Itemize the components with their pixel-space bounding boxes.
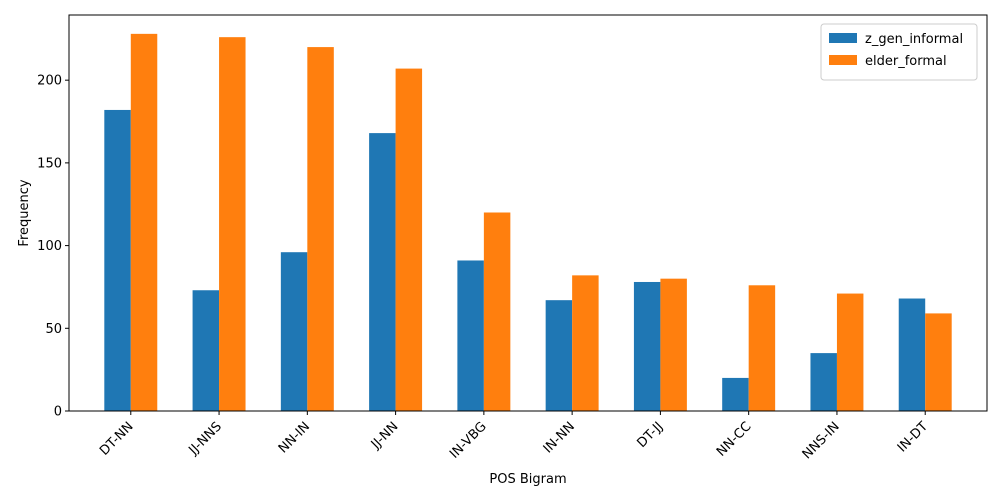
bar-z_gen_informal-JJ-NN	[369, 133, 396, 411]
x-tick-label: JJ-NN	[368, 419, 401, 452]
bar-elder_formal-JJ-NN	[395, 68, 423, 411]
x-tick-label: IN-NN	[541, 419, 578, 456]
x-tick-label: DT-NN	[97, 419, 137, 459]
bar-elder_formal-IN-DT	[925, 313, 952, 411]
bar-z_gen_informal-JJ-NNS	[192, 290, 220, 411]
x-tick-label: NN-IN	[276, 419, 313, 456]
legend-frame	[820, 23, 978, 81]
bar-z_gen_informal-NN-IN	[280, 252, 308, 411]
bar-z_gen_informal-IN-VBG	[457, 260, 484, 411]
legend-swatch-elder_formal	[829, 55, 857, 65]
x-tick-label: DT-JJ	[635, 419, 667, 451]
x-tick-label: NNS-IN	[800, 419, 843, 462]
y-tick-label: 0	[54, 405, 62, 420]
y-tick-label: 100	[37, 239, 62, 254]
bar-z_gen_informal-IN-NN	[545, 300, 573, 411]
bar-elder_formal-NNS-IN	[836, 293, 864, 411]
plot-frame	[68, 14, 988, 412]
bar-z_gen_informal-NN-CC	[722, 377, 749, 411]
bar-z_gen_informal-IN-DT	[898, 298, 926, 411]
legend-label-z_gen_informal: z_gen_informal	[865, 32, 963, 47]
bar-z_gen_informal-DT-NN	[104, 109, 131, 412]
y-axis-label: Frequency	[17, 179, 32, 246]
bar-z_gen_informal-DT-JJ	[633, 281, 661, 411]
bar-elder_formal-DT-NN	[130, 33, 158, 411]
legend-label-elder_formal: elder_formal	[865, 54, 947, 69]
y-tick-label: 150	[37, 156, 62, 171]
y-tick-label: 50	[45, 322, 62, 337]
y-tick-label: 200	[37, 74, 62, 89]
legend-swatch-z_gen_informal	[829, 33, 857, 43]
bar-elder_formal-NN-CC	[748, 285, 776, 411]
bar-elder_formal-NN-IN	[307, 47, 334, 412]
bar-elder_formal-IN-VBG	[483, 212, 511, 411]
x-axis-label: POS Bigram	[489, 472, 566, 487]
bar-z_gen_informal-NNS-IN	[810, 353, 837, 411]
x-tick-label: JJ-NNS	[186, 419, 225, 458]
bar-elder_formal-JJ-NNS	[219, 37, 246, 412]
x-tick-label: NN-CC	[714, 419, 755, 460]
bar-elder_formal-DT-JJ	[660, 278, 687, 411]
x-tick-label: IN-DT	[895, 419, 931, 455]
x-tick-label: IN-VBG	[447, 419, 490, 462]
bars-layer	[104, 33, 952, 412]
legend: z_gen_informal elder_formal	[820, 23, 978, 81]
bar-elder_formal-IN-NN	[572, 275, 599, 411]
